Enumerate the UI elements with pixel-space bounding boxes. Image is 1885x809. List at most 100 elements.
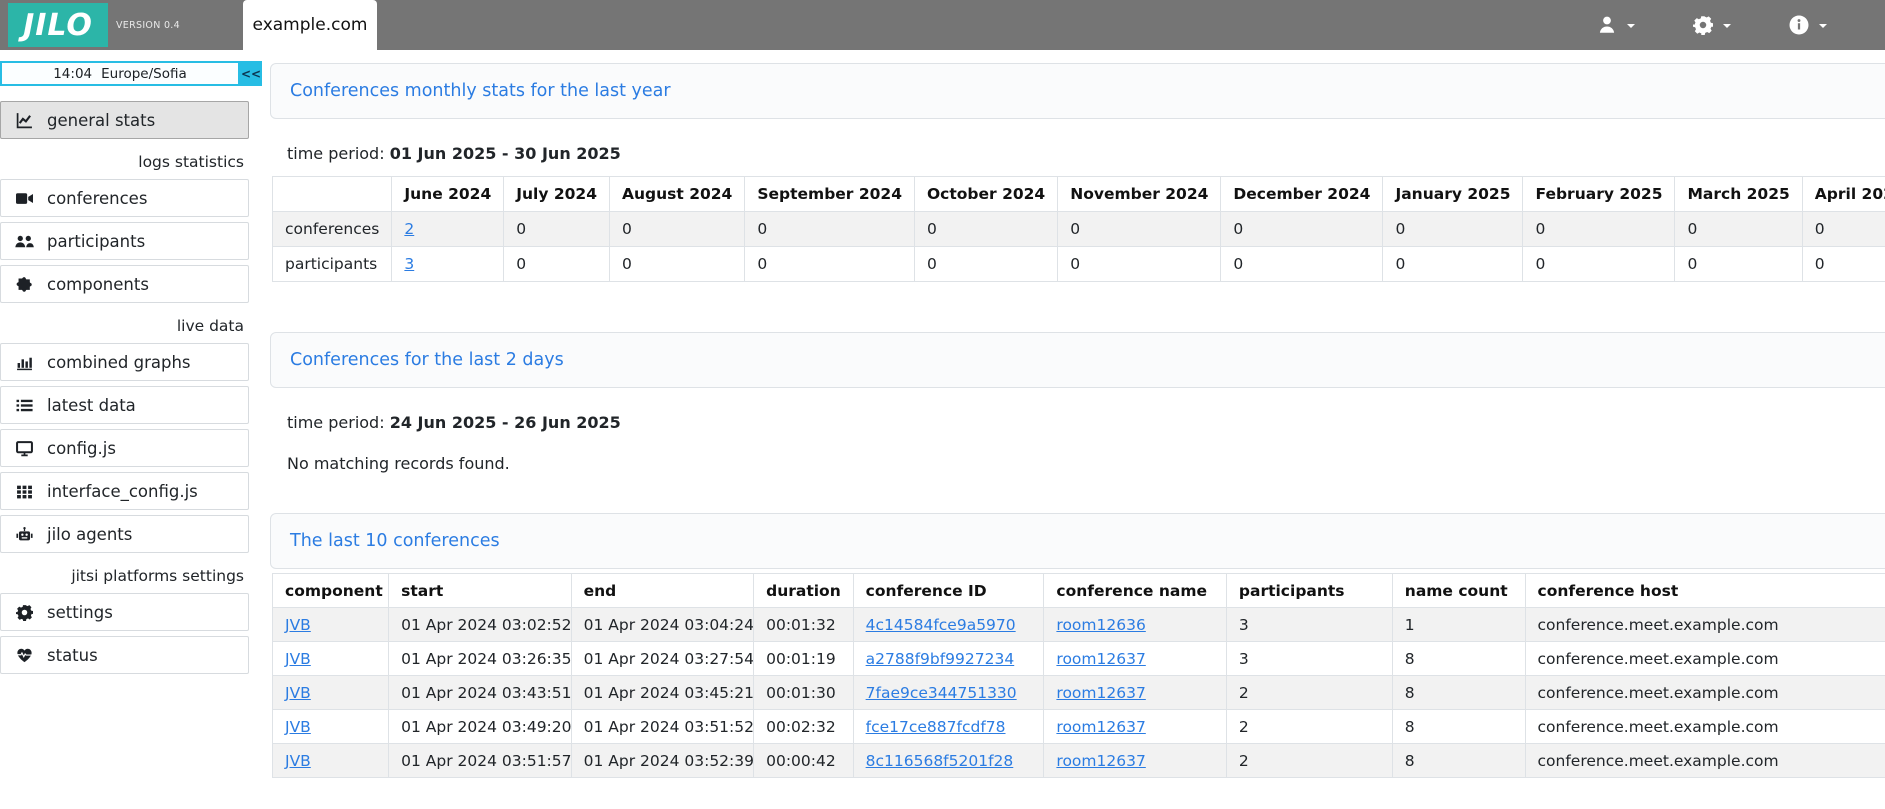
sidebar-item-participants[interactable]: participants <box>0 222 249 260</box>
clock-bar: 14:04 Europe/Sofia << <box>0 61 262 86</box>
sidebar-item-label: latest data <box>47 395 136 415</box>
sidebar-item-interface-config-js[interactable]: interface_config.js <box>0 472 249 510</box>
top-bar-menus <box>1597 0 1885 50</box>
cell: conference.meet.example.com <box>1524 675 1885 710</box>
conference-name-link[interactable]: room12637 <box>1056 649 1146 668</box>
cell: 2 <box>391 211 505 247</box>
cell: 8 <box>1391 675 1526 710</box>
sidebar-item-label: settings <box>47 602 113 622</box>
recent-conferences-card-title: Conferences for the last 2 days <box>290 350 564 370</box>
conference-id-link[interactable]: 7fae9ce344751330 <box>865 683 1017 702</box>
gear-icon <box>14 604 34 621</box>
chart-line-icon <box>14 112 34 129</box>
cell: conference.meet.example.com <box>1524 607 1885 642</box>
cell: fce17ce887fcdf78 <box>852 709 1045 744</box>
sidebar-item-label: combined graphs <box>47 352 191 372</box>
puzzle-icon <box>14 276 34 293</box>
bar-chart-icon <box>14 354 34 371</box>
column-header: conference ID <box>852 573 1045 608</box>
sidebar-collapse-button[interactable]: << <box>240 61 262 86</box>
conference-name-link[interactable]: room12637 <box>1056 717 1146 736</box>
app-logo: JILO <box>8 3 108 47</box>
cell: conference.meet.example.com <box>1524 709 1885 744</box>
conference-id-link[interactable]: 4c14584fce9a5970 <box>865 615 1016 634</box>
recent-conferences-card-header: Conferences for the last 2 days <box>270 332 1885 388</box>
cell: 00:01:32 <box>753 607 854 642</box>
info-icon <box>1789 15 1809 35</box>
sidebar-item-config-js[interactable]: config.js <box>0 429 249 467</box>
cell: 0 <box>609 246 746 282</box>
cell: 00:01:19 <box>753 641 854 676</box>
conference-name-link[interactable]: room12636 <box>1056 615 1146 634</box>
user-menu-button[interactable] <box>1597 15 1635 35</box>
gear-icon <box>1693 15 1713 35</box>
cell: 3 <box>1225 607 1393 642</box>
list-icon <box>14 397 34 414</box>
settings-menu-button[interactable] <box>1693 15 1731 35</box>
cell: 01 Apr 2024 03:02:52 <box>388 607 572 642</box>
cell: 1 <box>1391 607 1526 642</box>
chevron-down-icon <box>1723 23 1731 32</box>
conference-id-link[interactable]: a2788f9bf9927234 <box>865 649 1015 668</box>
grid-icon <box>14 483 34 500</box>
table-row: JVB 01 Apr 2024 03:26:35 01 Apr 2024 03:27… <box>271 641 1885 676</box>
table-row: JVB 01 Apr 2024 03:43:51 01 Apr 2024 03:45… <box>271 675 1885 710</box>
site-tab-label: example.com <box>252 15 368 35</box>
sidebar-item-latest-data[interactable]: latest data <box>0 386 249 424</box>
cell: 0 <box>1057 211 1222 247</box>
sidebar-section-label-logs-statistics: logs statistics <box>138 153 244 171</box>
cell: 0 <box>1522 246 1676 282</box>
cell: 0 <box>913 211 1059 247</box>
conference-id-link[interactable]: fce17ce887fcdf78 <box>865 717 1006 736</box>
conference-name-link[interactable]: room12637 <box>1056 683 1146 702</box>
sidebar-item-conferences[interactable]: conferences <box>0 179 249 217</box>
main-content: Conferences monthly stats for the last y… <box>270 63 1885 778</box>
sidebar-item-status[interactable]: status <box>0 636 249 674</box>
clock-display: 14:04 Europe/Sofia <box>0 61 240 86</box>
site-tab[interactable]: example.com <box>243 0 377 50</box>
component-link[interactable]: JVB <box>285 649 311 668</box>
sidebar-item-settings[interactable]: settings <box>0 593 249 631</box>
column-header: October 2024 <box>913 176 1059 212</box>
app-logo-text: JILO <box>23 7 93 43</box>
component-link[interactable]: JVB <box>285 751 311 770</box>
cell: 8 <box>1391 709 1526 744</box>
participants-count-link[interactable]: 3 <box>404 255 415 273</box>
sidebar-nav: general stats logs statistics conferences p… <box>0 101 249 679</box>
cell: 8 <box>1391 743 1526 778</box>
conferences-count-link[interactable]: 2 <box>404 220 415 238</box>
cell: 0 <box>503 211 611 247</box>
column-header: December 2024 <box>1220 176 1384 212</box>
robot-icon <box>14 526 34 543</box>
sidebar-item-components[interactable]: components <box>0 265 249 303</box>
sidebar-item-combined-graphs[interactable]: combined graphs <box>0 343 249 381</box>
cell: participants <box>271 246 393 282</box>
cell: 4c14584fce9a5970 <box>852 607 1045 642</box>
component-link[interactable]: JVB <box>285 717 311 736</box>
component-link[interactable]: JVB <box>285 683 311 702</box>
component-link[interactable]: JVB <box>285 615 311 634</box>
column-header: February 2025 <box>1522 176 1676 212</box>
info-menu-button[interactable] <box>1789 15 1827 35</box>
column-header: conference host <box>1524 573 1885 608</box>
column-header: March 2025 <box>1674 176 1803 212</box>
table-row: JVB 01 Apr 2024 03:51:57 01 Apr 2024 03:52… <box>271 743 1885 778</box>
cell: JVB <box>271 675 390 710</box>
column-header: April 2025 <box>1801 176 1885 212</box>
sidebar-item-label: participants <box>47 231 146 251</box>
monthly-stats-card-header: Conferences monthly stats for the last y… <box>270 63 1885 119</box>
cell: 00:00:42 <box>753 743 854 778</box>
column-header: January 2025 <box>1382 176 1524 212</box>
cell: 01 Apr 2024 03:49:20 <box>388 709 572 744</box>
sidebar-item-jilo-agents[interactable]: jilo agents <box>0 515 249 553</box>
column-header: July 2024 <box>503 176 611 212</box>
sidebar-item-general-stats[interactable]: general stats <box>0 101 249 139</box>
cell: 01 Apr 2024 03:52:39 <box>570 743 755 778</box>
conference-id-link[interactable]: 8c116568f5201f28 <box>865 751 1014 770</box>
cell: conference.meet.example.com <box>1524 743 1885 778</box>
conference-name-link[interactable]: room12637 <box>1056 751 1146 770</box>
chevron-down-icon <box>1627 23 1635 32</box>
last10-conferences-table: component start end duration conference ID co… <box>271 573 1885 778</box>
sidebar-item-label: interface_config.js <box>47 481 198 501</box>
cell: 01 Apr 2024 03:43:51 <box>388 675 572 710</box>
